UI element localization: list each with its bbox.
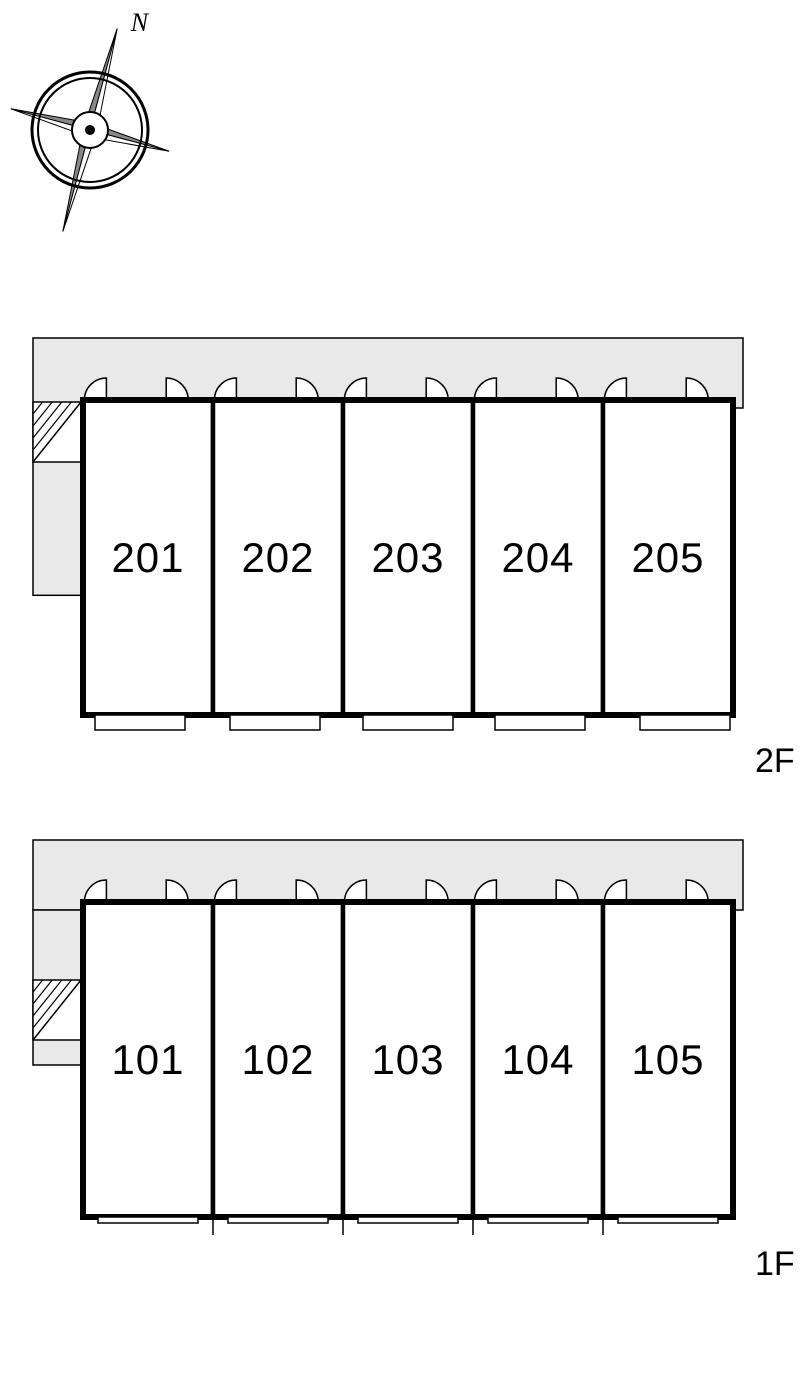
unit-label: 204 xyxy=(501,534,574,581)
balcony xyxy=(640,715,730,730)
balcony xyxy=(488,1217,588,1223)
unit-label: 105 xyxy=(631,1036,704,1083)
floor-1F: 101 102 103 104 105 1F xyxy=(33,840,795,1283)
unit-label: 104 xyxy=(501,1036,574,1083)
stairs-icon xyxy=(33,402,81,462)
floor-label: 1F xyxy=(755,1245,795,1283)
balcony xyxy=(95,715,185,730)
floor-label: 2F xyxy=(755,742,795,780)
unit-label: 201 xyxy=(111,534,184,581)
compass-icon: N xyxy=(0,7,196,252)
balcony xyxy=(228,1217,328,1223)
unit-label: 101 xyxy=(111,1036,184,1083)
balcony xyxy=(363,715,453,730)
unit-label: 203 xyxy=(371,534,444,581)
balcony xyxy=(358,1217,458,1223)
compass-north-label: N xyxy=(130,8,150,37)
balcony xyxy=(495,715,585,730)
balcony xyxy=(618,1217,718,1223)
stairs-icon xyxy=(33,980,81,1040)
balcony xyxy=(98,1217,198,1223)
unit-label: 102 xyxy=(241,1036,314,1083)
unit-label: 205 xyxy=(631,534,704,581)
balcony xyxy=(230,715,320,730)
floorplan-canvas: N 201 202 203 204 205 2F 101 102 103 104 105 1F xyxy=(0,0,800,1373)
unit-label: 202 xyxy=(241,534,314,581)
unit-label: 103 xyxy=(371,1036,444,1083)
floor-2F: 201 202 203 204 205 2F xyxy=(33,338,795,780)
